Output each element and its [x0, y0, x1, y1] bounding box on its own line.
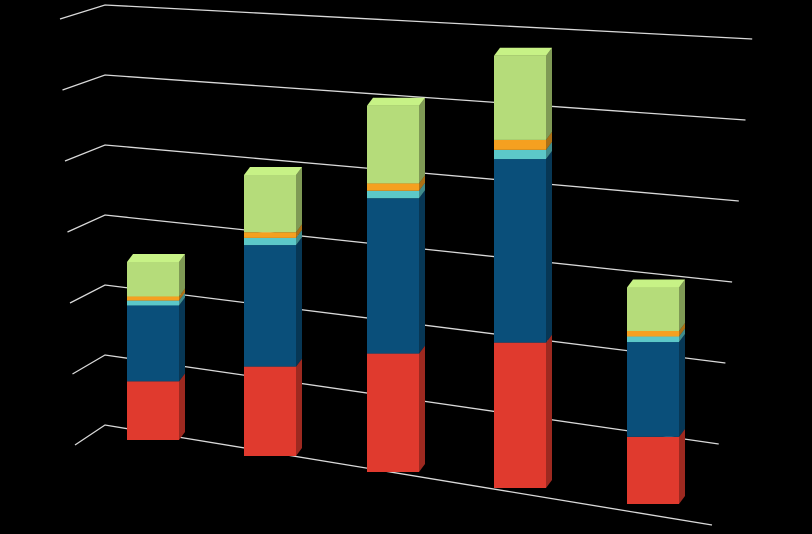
bar-side [546, 334, 552, 488]
bar-side [546, 131, 552, 150]
grid-line [74, 424, 713, 526]
bar-segment [244, 232, 296, 238]
bar-segment [494, 342, 546, 488]
bar-segment [127, 300, 179, 306]
bar-segment [127, 261, 179, 297]
bar-segment [367, 198, 419, 354]
bar-segment [627, 336, 679, 343]
bar-side [419, 97, 425, 184]
bar-segment [127, 381, 179, 440]
bar-side [179, 288, 185, 301]
bar-segment [244, 237, 296, 246]
bar-top [494, 47, 552, 56]
bar-segment [627, 436, 679, 504]
bar-segment [244, 245, 296, 367]
bar-side [296, 167, 302, 233]
bar-top [367, 97, 425, 106]
bar-segment [494, 55, 546, 140]
bar-side [679, 328, 685, 343]
bar-side [679, 428, 685, 504]
bar-segment [627, 287, 679, 331]
bar-segment [367, 105, 419, 184]
bar-top [244, 167, 302, 176]
bar-side [546, 151, 552, 343]
bar-segment [367, 183, 419, 191]
bar-side [179, 373, 185, 440]
bar-side [419, 190, 425, 354]
bar-segment [494, 149, 546, 160]
bar-segment [367, 353, 419, 472]
bar-segment [494, 159, 546, 343]
bar-side [679, 334, 685, 437]
bar-side [179, 292, 185, 306]
bar-side [419, 345, 425, 472]
bar-side [179, 297, 185, 382]
bar-side [679, 322, 685, 337]
grid-line [59, 4, 753, 40]
bar-segment [127, 305, 179, 382]
bar-side [296, 237, 302, 367]
bar-side [679, 279, 685, 331]
bar-side [546, 141, 552, 160]
bar-segment [367, 190, 419, 199]
bar-side [179, 253, 185, 297]
bar-segment [494, 139, 546, 150]
bar-segment [127, 296, 179, 301]
bar-segment [627, 330, 679, 337]
bar-side [296, 224, 302, 238]
bar-segment [244, 366, 296, 456]
bar-top [627, 279, 685, 288]
bar-side [419, 182, 425, 199]
bar-side [296, 358, 302, 456]
bar-segment [627, 342, 679, 437]
bar-segment [244, 175, 296, 233]
bar-side [419, 175, 425, 191]
bar-side [296, 229, 302, 246]
bar-top [127, 253, 185, 262]
bar-side [546, 47, 552, 140]
